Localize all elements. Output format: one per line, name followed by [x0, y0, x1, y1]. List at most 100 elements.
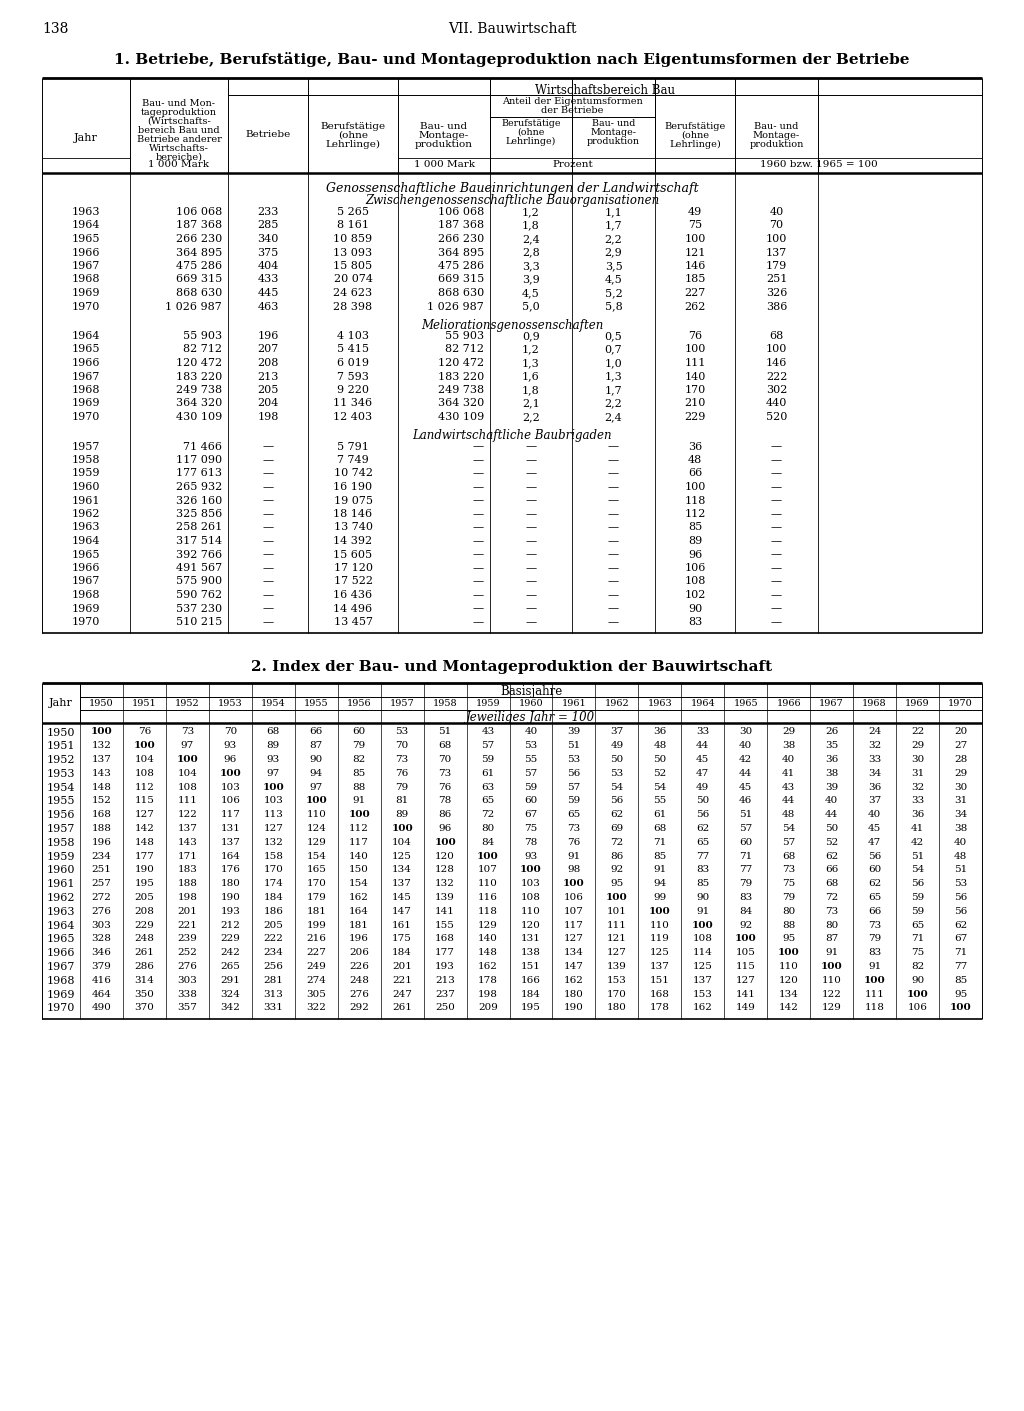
Text: 168: 168 [435, 934, 455, 944]
Text: —: — [771, 442, 782, 452]
Text: 1963: 1963 [72, 522, 100, 532]
Text: 322: 322 [306, 1003, 327, 1013]
Text: 40: 40 [524, 728, 538, 737]
Text: 237: 237 [435, 989, 455, 999]
Text: 94: 94 [653, 879, 667, 889]
Text: 127: 127 [263, 824, 284, 832]
Text: 32: 32 [911, 783, 925, 792]
Text: 234: 234 [263, 948, 284, 957]
Text: 281: 281 [263, 976, 284, 985]
Text: —: — [473, 536, 484, 546]
Text: 116: 116 [478, 893, 498, 902]
Text: 1965: 1965 [47, 934, 75, 944]
Text: 45: 45 [868, 824, 882, 832]
Text: 17 522: 17 522 [334, 577, 373, 587]
Text: 110: 110 [821, 976, 842, 985]
Text: 188: 188 [177, 879, 198, 889]
Text: 83: 83 [696, 865, 710, 875]
Text: 36: 36 [868, 783, 882, 792]
Text: 151: 151 [650, 976, 670, 985]
Text: 1970: 1970 [948, 698, 973, 707]
Text: 1 026 987: 1 026 987 [165, 302, 222, 312]
Text: 2,8: 2,8 [522, 247, 540, 257]
Text: 70: 70 [395, 741, 409, 751]
Text: 100: 100 [305, 796, 327, 806]
Text: produktion: produktion [415, 140, 473, 150]
Text: 28 398: 28 398 [334, 302, 373, 312]
Text: 404: 404 [257, 261, 279, 271]
Text: 73: 73 [567, 824, 581, 832]
Text: 89: 89 [688, 536, 702, 546]
Text: 328: 328 [91, 934, 112, 944]
Text: 250: 250 [435, 1003, 455, 1013]
Text: 210: 210 [684, 398, 706, 409]
Text: 83: 83 [868, 948, 882, 957]
Text: 110: 110 [779, 962, 799, 971]
Text: 82: 82 [352, 755, 366, 765]
Text: 669 315: 669 315 [437, 275, 484, 285]
Text: 48: 48 [954, 852, 967, 861]
Text: 112: 112 [684, 509, 706, 519]
Text: 85: 85 [696, 879, 710, 889]
Text: —: — [608, 454, 620, 466]
Text: 53: 53 [567, 755, 581, 765]
Text: —: — [525, 468, 537, 478]
Text: 79: 79 [352, 741, 366, 751]
Text: 151: 151 [521, 962, 541, 971]
Text: —: — [262, 604, 273, 614]
Text: 40: 40 [868, 810, 882, 820]
Text: 14 496: 14 496 [334, 604, 373, 614]
Text: —: — [771, 604, 782, 614]
Text: 1,7: 1,7 [605, 220, 623, 230]
Text: Berufstätige: Berufstätige [321, 121, 386, 131]
Text: 229: 229 [134, 921, 155, 930]
Text: 100: 100 [684, 234, 706, 244]
Text: 32: 32 [868, 741, 882, 751]
Text: 108: 108 [684, 577, 706, 587]
Text: 100: 100 [778, 948, 800, 957]
Text: —: — [473, 495, 484, 505]
Text: 39: 39 [825, 783, 839, 792]
Text: 57: 57 [567, 783, 581, 792]
Text: 134: 134 [392, 865, 412, 875]
Text: 1965: 1965 [72, 234, 100, 244]
Text: 1964: 1964 [72, 220, 100, 230]
Text: 29: 29 [782, 728, 796, 737]
Text: —: — [525, 563, 537, 573]
Text: 38: 38 [954, 824, 967, 832]
Text: 4 103: 4 103 [337, 332, 369, 341]
Text: 114: 114 [693, 948, 713, 957]
Text: 115: 115 [736, 962, 756, 971]
Text: 79: 79 [782, 893, 796, 902]
Text: 1950: 1950 [47, 728, 75, 738]
Text: 92: 92 [610, 865, 624, 875]
Text: —: — [262, 522, 273, 532]
Text: 134: 134 [779, 989, 799, 999]
Text: 22: 22 [911, 728, 925, 737]
Text: 248: 248 [349, 976, 369, 985]
Text: 212: 212 [220, 921, 241, 930]
Text: 430 109: 430 109 [437, 412, 484, 422]
Text: 56: 56 [696, 810, 710, 820]
Text: 416: 416 [91, 976, 112, 985]
Text: 82 712: 82 712 [183, 344, 222, 354]
Text: 51: 51 [739, 810, 753, 820]
Text: 75: 75 [782, 879, 796, 889]
Text: 125: 125 [693, 962, 713, 971]
Text: 148: 148 [478, 948, 498, 957]
Text: 45: 45 [696, 755, 710, 765]
Text: 137: 137 [177, 824, 198, 832]
Text: 1967: 1967 [72, 371, 100, 381]
Text: 1,8: 1,8 [522, 385, 540, 395]
Text: 100: 100 [821, 962, 843, 971]
Text: 364 895: 364 895 [437, 247, 484, 257]
Text: 56: 56 [911, 879, 925, 889]
Text: 2,2: 2,2 [604, 234, 623, 244]
Text: 62: 62 [825, 852, 839, 861]
Text: 34: 34 [954, 810, 967, 820]
Text: 49: 49 [688, 207, 702, 217]
Text: 1951: 1951 [47, 741, 75, 751]
Text: 226: 226 [349, 962, 369, 971]
Text: 1958: 1958 [47, 838, 75, 848]
Text: 187 368: 187 368 [176, 220, 222, 230]
